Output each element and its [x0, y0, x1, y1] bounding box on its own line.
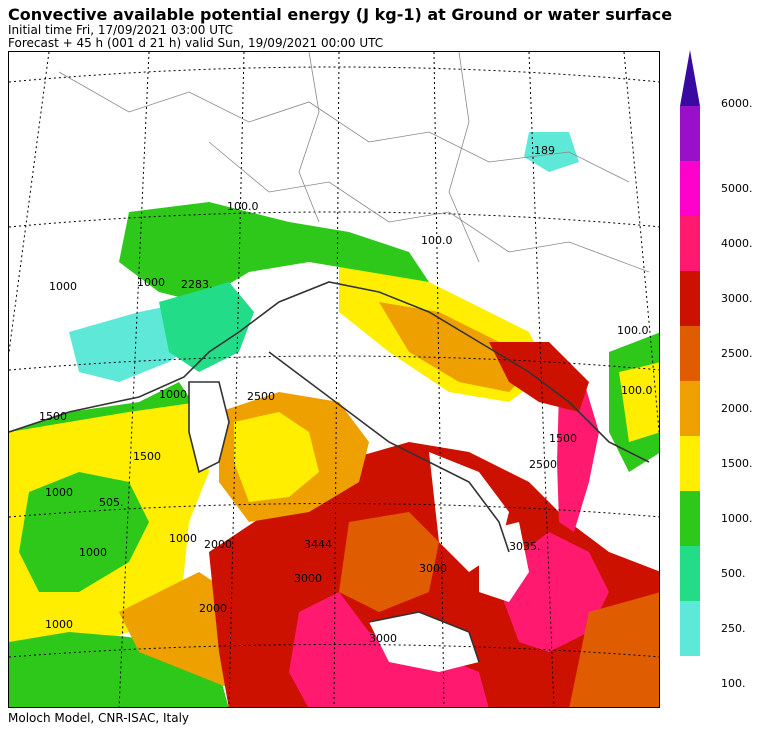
colorbar-label: 250.	[721, 621, 746, 635]
field-pink-east	[504, 532, 609, 652]
contour-label: 1000	[169, 532, 197, 545]
contour-label: 3000	[369, 632, 397, 645]
contour-label: 3000	[294, 572, 322, 585]
contour-label: 1000	[159, 388, 187, 401]
field-adriatic-orange	[379, 302, 529, 392]
forecast-validity: Forecast + 45 h (001 d 21 h) valid Sun, …	[8, 36, 384, 50]
colorbar-label: 6000.	[721, 97, 753, 110]
colorbar-label: 500.	[721, 566, 746, 580]
colorbar-label: 4000.	[721, 236, 753, 250]
colorbar-arrow	[680, 50, 700, 106]
lat-lon-grid	[9, 52, 659, 707]
field-pink-strip	[557, 382, 599, 532]
coastlines	[9, 281, 650, 663]
contour-label: 2000	[204, 538, 232, 551]
colorbar-swatch	[680, 161, 700, 216]
colorbar-swatch	[680, 271, 700, 326]
field-west-green-inner	[19, 472, 149, 592]
contour-label: 1500	[549, 432, 577, 445]
contour-label: 3444	[304, 538, 332, 551]
cape-map: 100.0 100.0 100.0 100.0 189 2283. 1000 1…	[8, 51, 660, 708]
colorbar-label: 1000.	[721, 511, 753, 525]
field-orange-ne	[569, 592, 659, 707]
contour-label: 1000	[45, 486, 73, 499]
chart-title: Convective available potential energy (J…	[8, 5, 673, 24]
contour-label: 1000	[45, 618, 73, 631]
field-tyrrhenian-yellow	[234, 412, 319, 502]
colorbar-swatch	[680, 106, 700, 161]
land-sardinia	[189, 382, 229, 472]
field-east-turquoise	[524, 132, 579, 172]
colorbar-swatch	[680, 381, 700, 436]
contour-label: 505.	[99, 496, 124, 509]
cape-fields	[9, 132, 659, 707]
colorbar-swatches	[680, 106, 700, 656]
contour-label: 100.0	[621, 384, 653, 397]
field-gulf-lion-green	[159, 282, 254, 372]
contour-label: 3035.	[509, 540, 541, 553]
contour-label: 2500	[529, 458, 557, 471]
contour-label: 2283.	[181, 278, 213, 291]
land-greece	[479, 522, 529, 602]
contour-label: 2000	[199, 602, 227, 615]
colorbar-label: 2500.	[721, 346, 753, 360]
colorbar-label: 1500.	[721, 456, 753, 470]
colorbar-label: 5000.	[721, 181, 753, 195]
contour-label: 189	[534, 144, 555, 157]
contour-label: 3000	[419, 562, 447, 575]
colorbar-swatch	[680, 491, 700, 546]
colorbar	[680, 50, 700, 656]
colorbar-label: 100.	[721, 676, 746, 690]
contour-label: 1000	[79, 546, 107, 559]
field-north-green	[119, 202, 429, 302]
contour-label: 2500	[247, 390, 275, 403]
land-africa	[369, 612, 479, 672]
contour-label: 100.0	[617, 324, 649, 337]
colorbar-swatch	[680, 546, 700, 601]
contour-label: 1000	[49, 280, 77, 293]
contour-labels: 100.0 100.0 100.0 100.0 189 2283. 1000 1…	[39, 144, 653, 645]
colorbar-swatch	[680, 326, 700, 381]
colorbar-label: 2000.	[721, 401, 753, 415]
colorbar-swatch	[680, 601, 700, 656]
contour-label: 1500	[133, 450, 161, 463]
cape-map-svg: 100.0 100.0 100.0 100.0 189 2283. 1000 1…	[9, 52, 659, 707]
field-sicily-orange	[339, 512, 439, 612]
contour-label: 100.0	[227, 200, 259, 213]
colorbar-swatch	[680, 436, 700, 491]
field-balkan-red	[489, 342, 589, 412]
initial-time: Initial time Fri, 17/09/2021 03:00 UTC	[8, 23, 234, 37]
colorbar-label: 3000.	[721, 291, 753, 305]
colorbar-swatch	[680, 216, 700, 271]
field-east-yellow	[619, 362, 659, 442]
contour-label: 1500	[39, 410, 67, 423]
country-borders	[58, 52, 650, 273]
model-credit: Moloch Model, CNR-ISAC, Italy	[8, 711, 190, 725]
contour-label: 100.0	[421, 234, 453, 247]
contour-label: 1000	[137, 276, 165, 289]
